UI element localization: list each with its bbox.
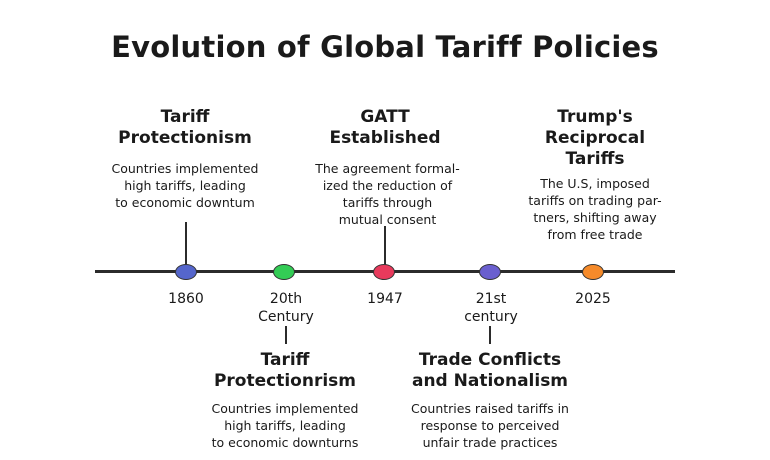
event-title-trump-tariffs: Trump's Reciprocal Tariffs [544,107,646,169]
event-title-tariff-protectionrism: Tariff Protectionrism [213,350,357,391]
tick-label-20th-century: 20th Century [258,291,314,325]
timeline-dot-1947 [373,264,395,280]
event-desc-tariff-protectionrism: Countries implemented high tariffs, lead… [211,401,359,450]
tick-label-1860: 1860 [168,291,204,307]
timeline-dot-21st-century [479,264,501,280]
connector-line-1947 [384,226,386,270]
event-desc-gatt: The agreement formal- ized the reduction… [315,161,460,227]
event-desc-tariff-protectionism: Countries implemented high tariffs, lead… [111,161,259,210]
page-title: Evolution of Global Tariff Policies [111,30,659,64]
tick-label-21st-century: 21st century [464,291,518,325]
tick-label-2025: 2025 [575,291,611,307]
timeline-dot-20th-century [273,264,295,280]
timeline-dot-2025 [582,264,604,280]
timeline-dot-1860 [175,264,197,280]
connector-line-20th-century [285,326,287,344]
event-title-tariff-protectionism: Tariff Protectionism [118,107,252,148]
event-title-trade-conflicts: Trade Conflicts and Nationalism [411,350,569,391]
event-desc-trade-conflicts: Countries raised tariffs in response to … [411,401,569,450]
connector-line-1860 [185,222,187,270]
connector-line-21st-century [489,326,491,344]
event-desc-trump-tariffs: The U.S, imposed tariffs on trading par-… [528,176,662,242]
event-title-gatt: GATT Established [329,107,441,148]
tick-label-1947: 1947 [367,291,403,307]
